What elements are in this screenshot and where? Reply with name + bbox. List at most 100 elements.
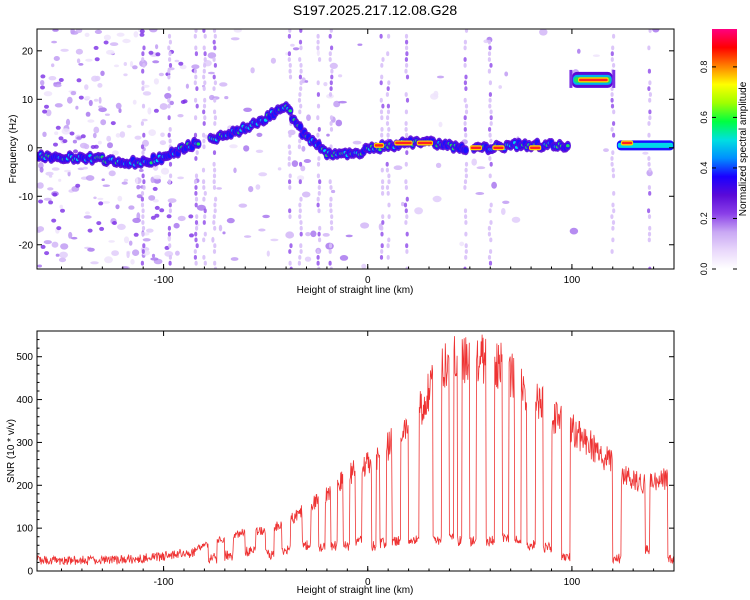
noise-blob <box>93 196 97 200</box>
vertical-streak-dot <box>647 132 651 138</box>
noise-blob-strong <box>139 32 145 37</box>
vertical-streak-dot <box>647 45 651 51</box>
vertical-streak-dot <box>387 214 391 220</box>
vertical-streak-dot <box>489 202 493 208</box>
vertical-streak-dot <box>387 202 391 208</box>
vertical-streak-dot <box>299 231 303 237</box>
vertical-streak-dot <box>647 156 651 161</box>
vertical-streak-dot <box>195 214 199 220</box>
vertical-streak-dot <box>328 92 333 97</box>
vertical-streak-dot <box>464 231 468 237</box>
noise-blob <box>37 264 42 268</box>
vertical-streak-dot <box>330 225 334 231</box>
noise-blob <box>97 197 104 201</box>
noise-blob-strong <box>112 221 117 225</box>
vertical-streak-dot <box>214 196 218 202</box>
vertical-streak-dot <box>487 255 492 260</box>
noise-blob <box>323 82 328 87</box>
noise-blob <box>129 61 134 68</box>
vertical-streak-dot <box>299 225 303 231</box>
noise-blob <box>70 91 77 96</box>
vertical-streak-dot <box>489 138 493 144</box>
noise-blob <box>173 222 180 229</box>
vertical-streak-dot <box>380 249 384 254</box>
noise-blob <box>93 126 100 134</box>
noise-blob-strong <box>98 201 104 206</box>
vertical-streak-dot <box>328 57 332 62</box>
noise-blob <box>136 212 141 220</box>
vertical-streak-dot <box>212 220 216 225</box>
noise-blob <box>83 215 92 219</box>
colorbar-tick-label: 0.8 <box>699 61 709 74</box>
noise-blob <box>219 82 228 87</box>
vertical-streak-dot <box>167 115 171 121</box>
noise-blob <box>123 73 128 77</box>
vertical-streak-dot <box>611 167 615 173</box>
vertical-streak-dot <box>213 33 217 39</box>
vertical-streak-dot <box>488 80 492 86</box>
noise-blob <box>577 48 581 54</box>
vertical-streak-dot <box>317 185 321 190</box>
vertical-streak-dot <box>404 220 408 225</box>
vertical-streak-dot <box>329 29 333 33</box>
vertical-streak-dot <box>317 231 321 237</box>
vertical-streak-dot <box>168 126 172 132</box>
vertical-streak-dot <box>463 126 467 132</box>
noise-blob <box>134 135 142 140</box>
vertical-streak-dot <box>299 220 303 225</box>
noise-blob <box>60 48 69 52</box>
noise-blob <box>132 249 140 256</box>
vertical-streak-dot <box>647 121 651 126</box>
noise-blob <box>135 177 139 185</box>
vertical-streak-dot <box>140 144 145 150</box>
noise-blob-strong <box>80 134 86 139</box>
vertical-streak-dot <box>463 63 467 68</box>
vertical-streak-dot <box>142 179 146 185</box>
vertical-streak-dot <box>202 45 206 51</box>
noise-blob <box>438 121 443 128</box>
vertical-streak-dot <box>288 29 292 33</box>
spectrogram-x-tick-label: 0 <box>365 275 371 286</box>
vertical-streak-dot <box>194 237 198 243</box>
noise-blob <box>255 184 261 190</box>
vertical-streak-dot <box>141 80 145 86</box>
noise-blob <box>61 128 71 135</box>
vertical-streak-dot <box>298 214 302 220</box>
vertical-streak-dot <box>140 191 145 196</box>
vertical-streak-dot <box>287 51 291 57</box>
snr-y-label: SNR (10 * v/v) <box>6 419 17 483</box>
noise-blob <box>76 58 81 64</box>
noise-blob <box>401 201 405 207</box>
vertical-streak-dot <box>202 220 206 225</box>
vertical-streak-dot <box>488 208 492 214</box>
vertical-streak-dot <box>329 126 334 132</box>
vertical-streak-dot <box>380 63 384 68</box>
vertical-streak-dot <box>140 121 144 126</box>
vertical-streak-dot <box>193 132 198 138</box>
vertical-streak-dot <box>212 161 216 167</box>
noise-blob <box>43 197 52 201</box>
noise-blob <box>305 232 311 237</box>
vertical-streak-dot <box>299 243 303 249</box>
noise-blob <box>297 175 305 181</box>
vertical-streak-dot <box>195 103 199 109</box>
spectrogram-x-tick-label: 100 <box>564 275 581 286</box>
noise-blob <box>58 178 62 182</box>
vertical-streak-dot <box>463 121 467 126</box>
vertical-streak-dot <box>194 260 198 266</box>
vertical-streak-dot <box>488 97 492 103</box>
vertical-streak-dot <box>386 51 390 57</box>
noise-blob <box>100 119 107 126</box>
vertical-streak-dot <box>329 115 334 121</box>
vertical-streak-dot <box>379 80 383 86</box>
snr-panel: -100 0 100 0 100 200 300 400 500 Height of strai… <box>6 330 675 596</box>
noise-blob <box>98 107 107 113</box>
vertical-streak-dot <box>167 45 171 51</box>
noise-blob <box>37 229 41 233</box>
noise-blob <box>106 49 115 55</box>
vertical-streak-dot <box>141 214 145 220</box>
noise-blob <box>39 166 44 173</box>
vertical-streak-dot <box>142 243 146 249</box>
vertical-streak-dot <box>141 51 145 57</box>
ridge-core <box>566 144 570 148</box>
